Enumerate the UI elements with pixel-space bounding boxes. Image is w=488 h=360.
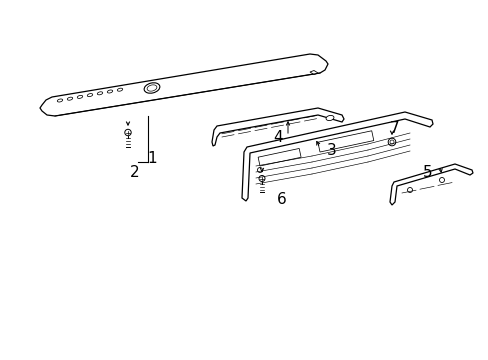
Circle shape bbox=[387, 138, 395, 146]
Ellipse shape bbox=[87, 94, 93, 96]
Circle shape bbox=[259, 176, 264, 181]
Text: 5: 5 bbox=[422, 165, 432, 180]
Circle shape bbox=[407, 188, 412, 193]
Text: 7: 7 bbox=[389, 121, 399, 135]
Circle shape bbox=[124, 129, 131, 136]
Ellipse shape bbox=[77, 95, 82, 98]
Polygon shape bbox=[242, 112, 432, 201]
Polygon shape bbox=[389, 164, 472, 205]
Ellipse shape bbox=[67, 97, 73, 100]
Ellipse shape bbox=[144, 83, 160, 93]
Text: 2: 2 bbox=[130, 165, 140, 180]
Circle shape bbox=[257, 167, 262, 172]
FancyBboxPatch shape bbox=[258, 148, 301, 166]
Text: 3: 3 bbox=[326, 143, 336, 158]
Text: 6: 6 bbox=[277, 193, 286, 207]
Ellipse shape bbox=[325, 116, 333, 121]
Ellipse shape bbox=[97, 92, 102, 95]
Text: 1: 1 bbox=[147, 150, 157, 166]
FancyBboxPatch shape bbox=[317, 131, 373, 152]
Ellipse shape bbox=[147, 85, 157, 91]
Circle shape bbox=[439, 177, 444, 183]
Polygon shape bbox=[212, 108, 343, 146]
Ellipse shape bbox=[57, 99, 62, 102]
Polygon shape bbox=[40, 54, 327, 116]
Text: 4: 4 bbox=[273, 130, 282, 145]
Polygon shape bbox=[309, 71, 317, 75]
Ellipse shape bbox=[107, 90, 112, 93]
Ellipse shape bbox=[117, 88, 122, 91]
Circle shape bbox=[389, 140, 393, 144]
